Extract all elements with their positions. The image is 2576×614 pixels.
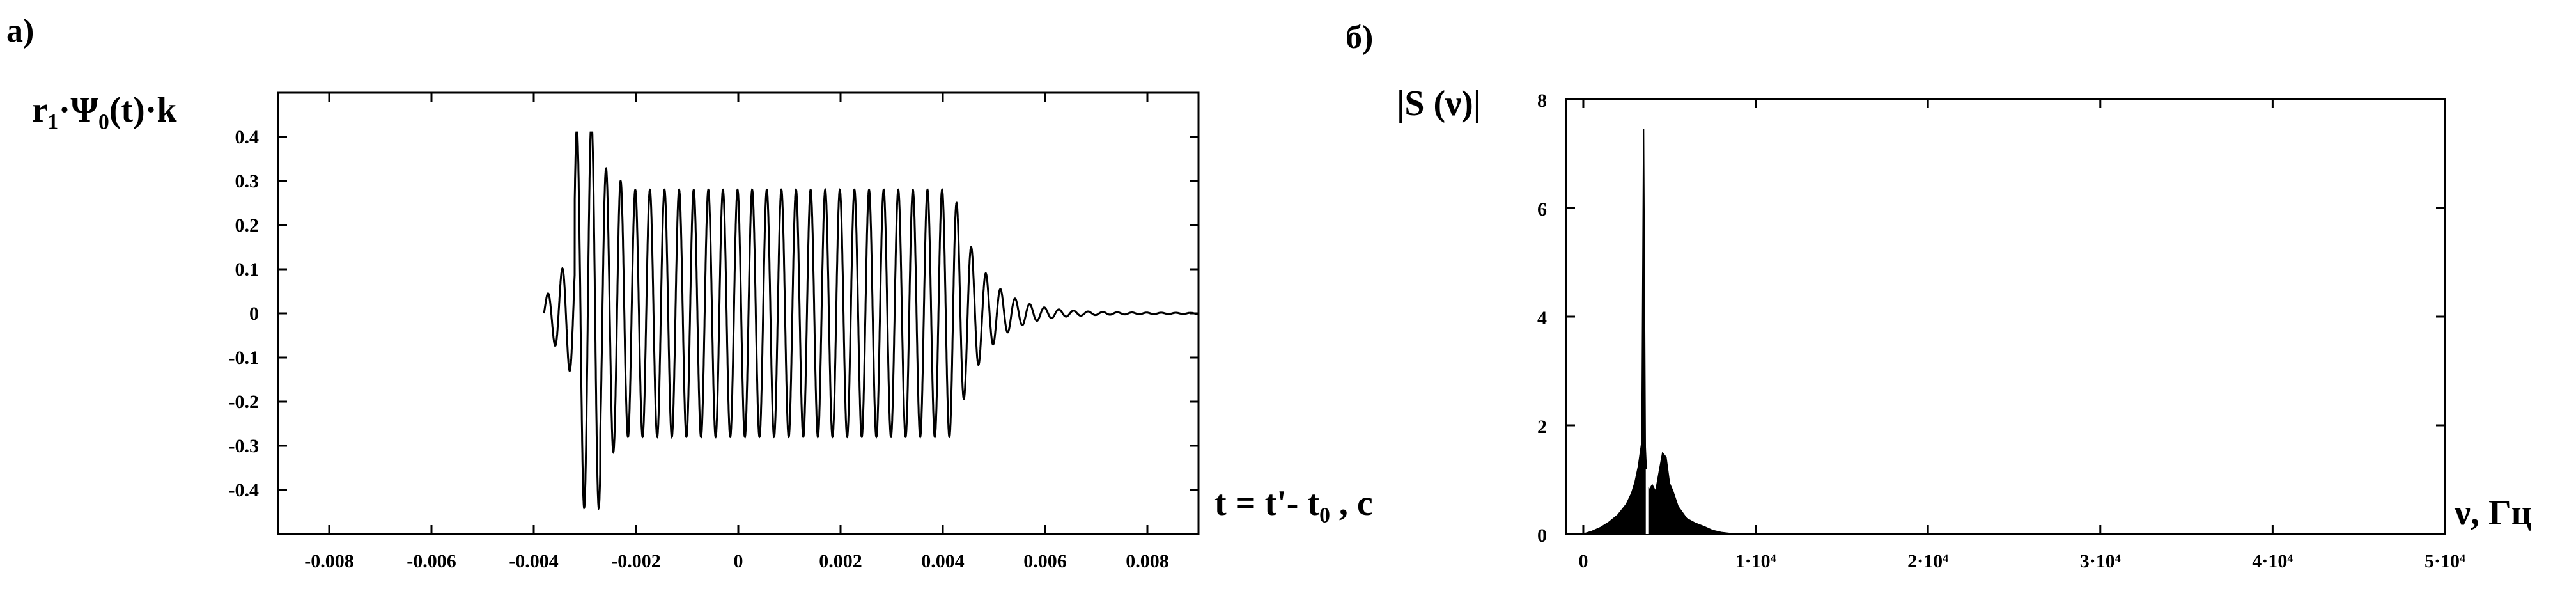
panel-a-y-tick-label: -0.1 [229,347,260,368]
panel-a-x-tick-label: 0 [734,551,743,572]
panel-b-y-tick-label: 6 [1537,199,1547,220]
panel-a-plot-frame [277,91,1200,535]
panel-b-y-tick-label: 4 [1537,308,1547,329]
panel-a-x-tick-label: 0.008 [1126,551,1169,572]
panel-a-x-axis-label: t = t'- t₀ , c [1214,484,1373,523]
panel-b-letter: б) [1346,19,1373,56]
panel-a-y-tick-label: -0.3 [229,436,260,457]
panel-a-x-tick-label: -0.004 [509,551,559,572]
panel-b-x-tick-label: 0 [1578,551,1588,572]
panel-a-signal-line [543,131,1199,510]
panel-a-y-tick-label: 0.2 [235,215,260,236]
panel-a-ticks: -0.008 -0.006 -0.004 -0.002 0 0.002 0.004 0.006… [229,93,1199,572]
panel-a-y-tick-label: -0.2 [229,391,260,413]
panel-a: а) r₁·Ψ₀(t)·k t = t'- t₀ , c -0.008 -0.00… [6,13,1373,572]
panel-a-x-tick-label: -0.006 [407,551,456,572]
panel-b-y-tick-label: 2 [1537,416,1547,437]
panel-a-letter: а) [6,13,34,49]
panel-a-y-tick-label: 0.4 [235,127,260,148]
panel-a-x-tick-label: 0.004 [921,551,965,572]
panel-b-x-tick-label: 5·10⁴ [2425,551,2465,572]
panel-b: б) |S (ν)| ν, Гц 0 1·10⁴ 2·10⁴ 3·10⁴ 4·10⁴ 5·… [1346,19,2532,572]
panel-b-y-axis-label: |S (ν)| [1397,84,1481,123]
panel-a-x-tick-label: 0.006 [1023,551,1067,572]
panel-b-plot-frame [1565,98,2446,535]
panel-b-x-tick-label: 2·10⁴ [1907,551,1948,572]
panel-b-x-tick-label: 4·10⁴ [2252,551,2293,572]
panel-b-x-tick-label: 3·10⁴ [2080,551,2121,572]
panel-b-ticks: 0 1·10⁴ 2·10⁴ 3·10⁴ 4·10⁴ 5·10⁴ 0 2 4 6 8 [1537,90,2465,572]
panel-b-spectrum-area [1583,129,2445,535]
panel-b-x-axis-label: ν, Гц [2454,493,2532,533]
panel-b-y-tick-label: 0 [1537,525,1547,546]
panel-a-y-tick-label: 0.3 [235,171,260,192]
panel-a-x-tick-label: 0.002 [819,551,862,572]
panel-b-x-tick-label: 1·10⁴ [1735,551,1776,572]
panel-a-y-tick-label: 0 [249,303,259,324]
panel-a-x-tick-label: -0.008 [304,551,354,572]
panel-a-y-axis-label: r₁·Ψ₀(t)·k [32,90,177,130]
panel-a-x-tick-label: -0.002 [611,551,661,572]
panel-a-y-tick-label: 0.1 [235,259,260,280]
panel-b-y-tick-label: 8 [1537,90,1547,111]
panel-a-y-tick-label: -0.4 [229,480,260,501]
